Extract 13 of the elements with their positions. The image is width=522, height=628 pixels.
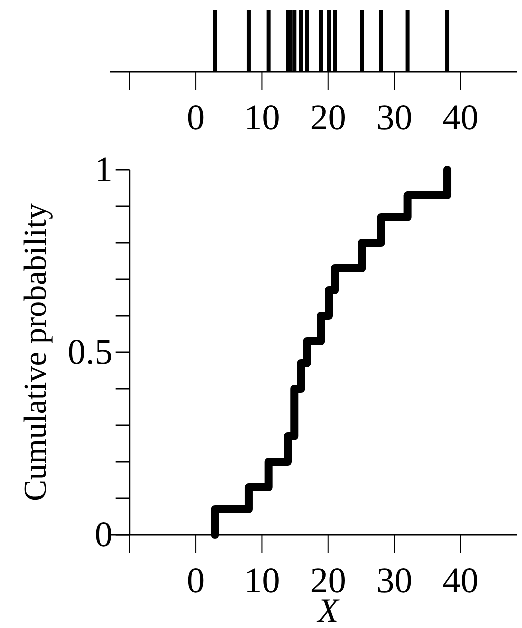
x-tick-label: 40: [442, 98, 479, 138]
x-tick-label: 20: [310, 98, 346, 138]
x-tick-label: 0: [187, 560, 206, 601]
y-tick-label: 0.5: [68, 332, 113, 372]
y-tick-label: 1: [94, 150, 113, 190]
x-tick-label: 10: [244, 98, 280, 138]
x-tick-label: 30: [376, 560, 413, 601]
x-tick-label: 40: [442, 560, 479, 601]
x-tick-label: 10: [244, 560, 280, 601]
x-tick-label: 0: [187, 98, 206, 138]
y-tick-label: 0: [94, 514, 113, 555]
y-axis-title: Cumulative probability: [17, 204, 53, 502]
x-tick-label: 30: [376, 98, 413, 138]
